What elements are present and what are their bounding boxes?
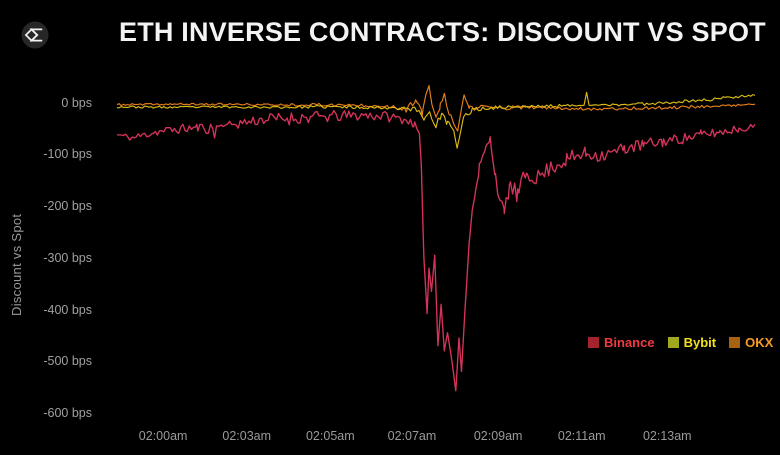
series-line-bybit bbox=[116, 91, 756, 149]
sigma-diamond-logo-icon bbox=[21, 21, 49, 49]
legend-item-binance: Binance bbox=[588, 335, 655, 350]
legend-label: OKX bbox=[745, 335, 774, 350]
x-tick-label: 02:09am bbox=[473, 429, 523, 443]
legend-item-bybit: Bybit bbox=[667, 335, 717, 350]
x-tick-label: 02:05am bbox=[305, 429, 355, 443]
y-tick-label: -600 bps bbox=[43, 405, 92, 420]
y-tick-label: -500 bps bbox=[43, 354, 92, 369]
y-tick-label: -100 bps bbox=[43, 147, 92, 162]
y-tick-label: 0 bps bbox=[61, 95, 92, 110]
x-tick-label: 02:00am bbox=[138, 429, 188, 443]
y-tick-label: -200 bps bbox=[43, 199, 92, 214]
y-tick-label: -400 bps bbox=[43, 302, 92, 317]
legend-swatch bbox=[729, 337, 741, 348]
chart-title: ETH INVERSE CONTRACTS: DISCOUNT VS SPOT bbox=[119, 17, 766, 47]
x-tick-label: 02:13am bbox=[642, 429, 692, 443]
series-line-okx bbox=[116, 85, 756, 132]
x-tick-label: 02:03am bbox=[222, 429, 272, 443]
series-line-binance bbox=[116, 109, 756, 392]
legend-label: Binance bbox=[604, 335, 655, 350]
legend-swatch bbox=[588, 337, 599, 348]
legend-label: Bybit bbox=[683, 335, 717, 350]
x-tick-label: 02:11am bbox=[557, 429, 606, 443]
y-tick-label: -300 bps bbox=[43, 250, 92, 265]
x-tick-label: 02:07am bbox=[387, 429, 437, 443]
legend: Binance Bybit OKX bbox=[588, 335, 773, 350]
legend-item-okx: OKX bbox=[729, 335, 773, 350]
legend-swatch bbox=[667, 337, 679, 348]
